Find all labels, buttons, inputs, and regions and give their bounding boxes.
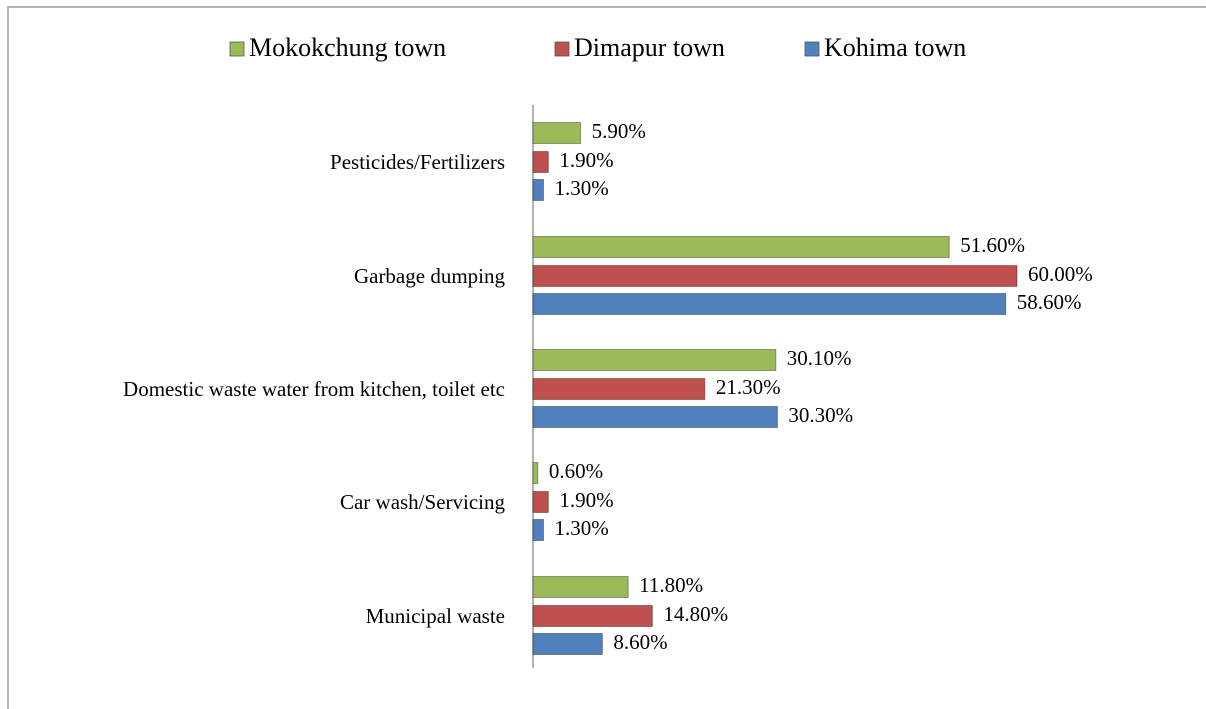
legend-label: Kohima town [824,33,966,62]
bar [532,576,629,598]
value-label: 1.90% [559,488,613,512]
value-label: 1.30% [554,176,608,200]
bar [532,265,1018,287]
bar [532,293,1007,315]
bar [532,605,653,627]
legend-label: Dimapur town [574,33,725,62]
bar [532,462,539,484]
value-label: 30.30% [788,403,853,427]
bar [532,349,777,371]
bar [532,236,950,258]
bar [532,519,544,541]
chart-frame [7,6,1206,709]
legend-swatch [554,41,570,57]
value-label: 8.60% [613,630,667,654]
value-label: 5.90% [592,119,646,143]
bar [532,633,603,655]
value-label: 1.90% [559,148,613,172]
bar [532,179,544,201]
legend-label: Mokokchung town [249,33,446,62]
category-label: Garbage dumping [353,264,505,288]
value-label: 1.30% [554,516,608,540]
category-label: Domestic waste water from kitchen, toile… [123,377,505,401]
bar [532,406,778,428]
bar [532,122,582,144]
value-label: 60.00% [1028,262,1093,286]
category-label: Pesticides/Fertilizers [330,150,505,174]
value-label: 14.80% [663,602,728,626]
bar [532,378,706,400]
category-label: Municipal waste [365,604,505,628]
bar [532,151,549,173]
value-label: 30.10% [787,346,852,370]
bar [532,491,549,513]
value-label: 21.30% [716,375,781,399]
value-label: 51.60% [960,233,1025,257]
value-label: 11.80% [639,573,703,597]
legend-swatch [229,41,245,57]
category-label: Car wash/Servicing [339,490,505,514]
legend-swatch [804,41,820,57]
value-label: 0.60% [549,459,603,483]
value-label: 58.60% [1017,290,1082,314]
